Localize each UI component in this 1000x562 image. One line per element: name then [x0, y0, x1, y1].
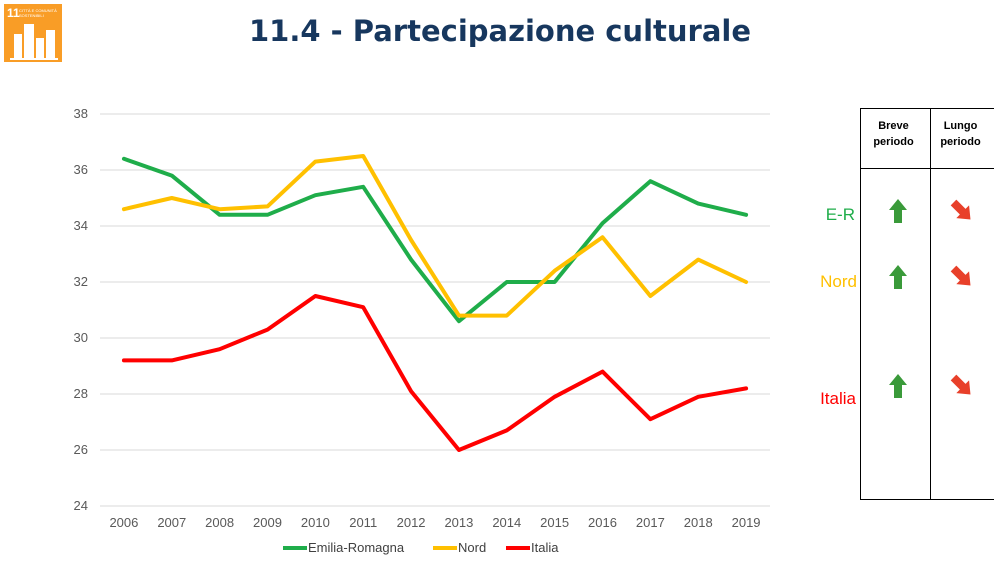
y-tick-label: 32 — [74, 274, 88, 289]
y-tick-label: 26 — [74, 442, 88, 457]
x-tick-label: 2006 — [109, 515, 138, 530]
city-icon — [10, 24, 58, 60]
x-tick-label: 2017 — [636, 515, 665, 530]
x-tick-label: 2019 — [732, 515, 761, 530]
x-tick-label: 2015 — [540, 515, 569, 530]
row-label-nord: Nord — [820, 272, 857, 291]
page-title: 11.4 - Partecipazione culturale — [248, 14, 752, 48]
row-label-italia: Italia — [820, 389, 856, 408]
x-tick-label: 2012 — [397, 515, 426, 530]
sdg-logo-text: CITTÀ E COMUNITÀ SOSTENIBILI — [19, 8, 57, 18]
x-tick-label: 2016 — [588, 515, 617, 530]
x-tick-label: 2007 — [157, 515, 186, 530]
x-tick-label: 2014 — [492, 515, 521, 530]
sdg-11-logo: 11 CITTÀ E COMUNITÀ SOSTENIBILI — [4, 4, 62, 62]
series-line-emilia-romagna — [121, 156, 749, 324]
y-tick-label: 36 — [74, 162, 88, 177]
table-header-line — [860, 168, 994, 169]
table-divider — [930, 108, 931, 500]
y-tick-label: 38 — [74, 106, 88, 121]
trend-table: Breve periodo Lungo periodo — [860, 108, 994, 500]
series-line-italia — [121, 294, 749, 452]
legend-label: Italia — [531, 540, 559, 555]
y-tick-label: 34 — [74, 218, 88, 233]
legend-label: Emilia-Romagna — [308, 540, 405, 555]
series-line-nord — [121, 154, 749, 318]
x-tick-label: 2009 — [253, 515, 282, 530]
y-tick-label: 24 — [74, 498, 88, 513]
legend-label: Nord — [458, 540, 486, 555]
row-label-er: E-R — [825, 205, 855, 224]
x-tick-label: 2018 — [684, 515, 713, 530]
y-tick-label: 28 — [74, 386, 88, 401]
x-tick-label: 2010 — [301, 515, 330, 530]
x-tick-label: 2013 — [444, 515, 473, 530]
x-tick-label: 2011 — [349, 515, 377, 530]
table-border-top — [860, 108, 994, 109]
line-chart: 24 26 28 30 32 34 36 38 2006 2007 2008 2009 2010 2011… — [74, 106, 770, 555]
table-border-bottom — [860, 499, 994, 500]
column-header-long: Lungo periodo — [940, 120, 981, 148]
x-tick-label: 2008 — [205, 515, 234, 530]
y-tick-label: 30 — [74, 330, 88, 345]
table-border-left — [860, 108, 861, 500]
sdg-logo-number: 11 — [7, 6, 20, 20]
column-header-short: Breve periodo — [873, 120, 914, 148]
